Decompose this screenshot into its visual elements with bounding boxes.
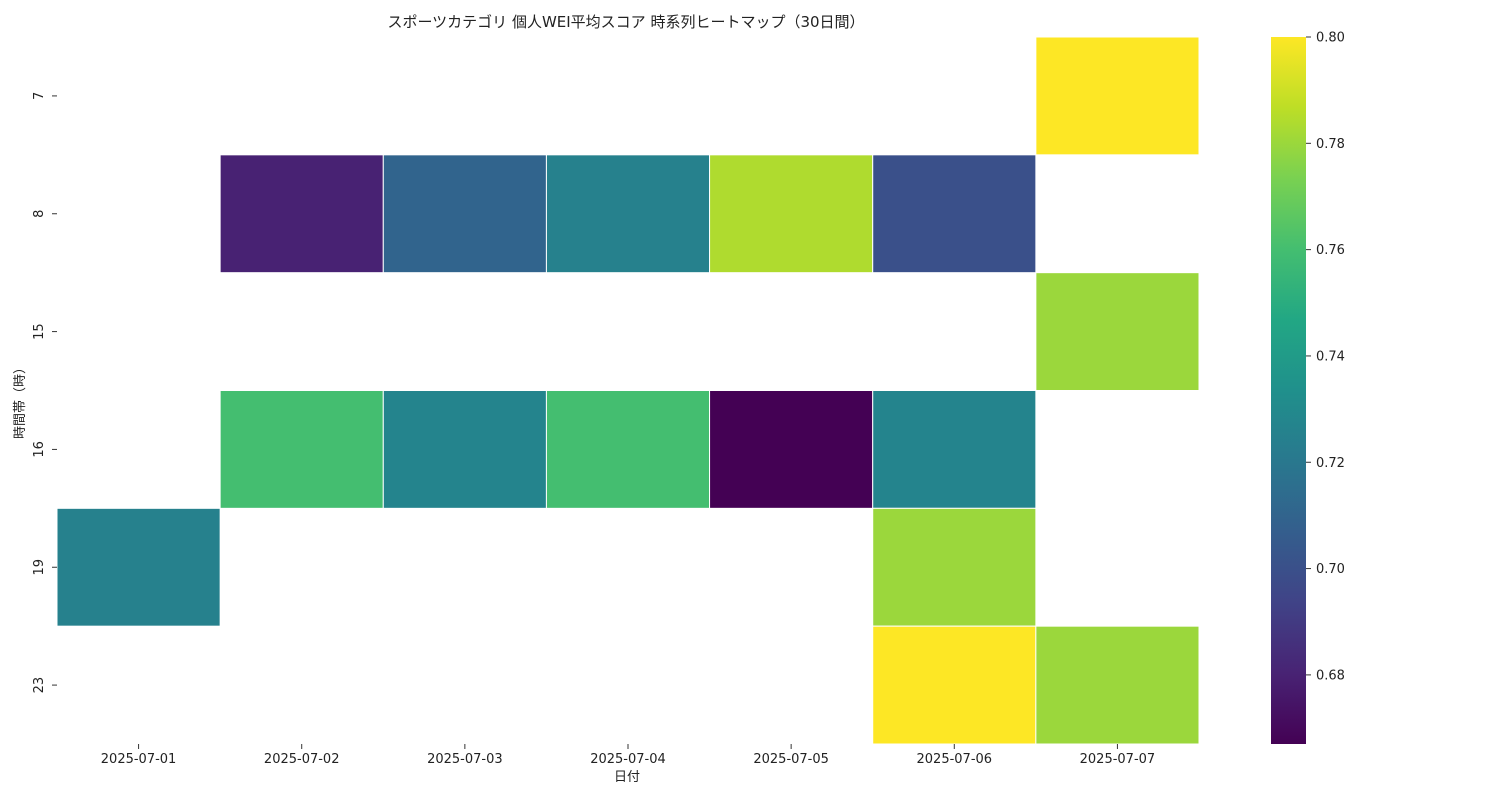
y-tick-label: 15 <box>32 323 47 340</box>
colorbar-tick-label: 0.72 <box>1316 456 1345 471</box>
x-tick-label: 2025-07-03 <box>427 752 503 767</box>
heatmap-cell <box>872 625 1037 745</box>
heatmap-cell <box>56 507 221 627</box>
y-tick-label: 19 <box>32 559 47 576</box>
colorbar <box>1271 37 1306 744</box>
x-axis-label: 日付 <box>614 770 640 785</box>
x-tick-label: 2025-07-04 <box>590 752 666 767</box>
heatmap-cells <box>56 36 1200 745</box>
y-tick-label: 8 <box>32 210 47 218</box>
colorbar-tick-label: 0.70 <box>1316 562 1345 577</box>
colorbar-tick-label: 0.76 <box>1316 243 1345 258</box>
heatmap-cell <box>709 390 874 509</box>
colorbar-ticks: 0.68 0.70 0.72 0.74 0.76 0.78 0.80 <box>1306 31 1345 683</box>
heatmap-cell <box>219 390 384 509</box>
heatmap-cell <box>872 390 1037 509</box>
colorbar-tick-label: 0.74 <box>1316 349 1345 364</box>
x-tick-label: 2025-07-01 <box>101 752 177 767</box>
heatmap-cell <box>709 154 874 274</box>
x-tick-label: 2025-07-07 <box>1080 752 1156 767</box>
heatmap-cell <box>872 154 1037 274</box>
heatmap-cell <box>545 390 711 509</box>
heatmap-cell <box>1035 272 1200 391</box>
x-axis-ticks: 2025-07-01 2025-07-02 2025-07-03 2025-07-04… <box>101 744 1155 767</box>
colorbar-tick-label: 0.80 <box>1316 31 1345 46</box>
y-axis-label: 時間帯（時） <box>13 361 28 439</box>
y-tick-label: 16 <box>32 441 47 458</box>
x-tick-label: 2025-07-05 <box>753 752 829 767</box>
heatmap-cell <box>1035 625 1200 745</box>
heatmap-cell <box>382 390 547 509</box>
x-tick-label: 2025-07-02 <box>264 752 340 767</box>
y-tick-label: 23 <box>32 677 47 694</box>
heatmap-cell <box>219 154 384 274</box>
colorbar-tick-label: 0.78 <box>1316 137 1345 152</box>
heatmap-cell <box>1035 36 1200 156</box>
colorbar-tick-label: 0.68 <box>1316 668 1345 683</box>
heatmap-cell <box>545 154 711 274</box>
y-axis-ticks: 7 8 15 16 19 23 <box>32 92 57 694</box>
heatmap-cell <box>872 507 1037 627</box>
heatmap-cell <box>382 154 547 274</box>
x-tick-label: 2025-07-06 <box>917 752 993 767</box>
y-tick-label: 7 <box>32 92 47 100</box>
chart-title: スポーツカテゴリ 個人WEI平均スコア 時系列ヒートマップ（30日間） <box>387 13 864 31</box>
